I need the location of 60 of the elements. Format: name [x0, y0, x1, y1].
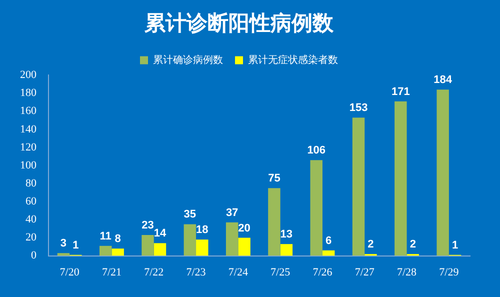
- data-label: 75: [268, 172, 280, 185]
- data-label: 18: [196, 224, 208, 236]
- y-tick-label: 60: [26, 196, 37, 208]
- data-label: 8: [114, 233, 121, 246]
- x-tick-label: 7/23: [186, 266, 206, 278]
- bar: [352, 118, 365, 256]
- bar: [238, 238, 250, 256]
- bar: [322, 250, 335, 256]
- x-tick-label: 7/22: [144, 266, 164, 278]
- data-label: 20: [238, 222, 250, 234]
- y-tick-label: 40: [26, 214, 37, 226]
- y-tick-label: 160: [20, 105, 37, 118]
- bar: [310, 160, 322, 256]
- data-label: 2: [410, 238, 416, 251]
- bar: [436, 90, 449, 256]
- bar: [280, 244, 293, 256]
- data-label: 13: [280, 228, 293, 241]
- data-label: 6: [326, 234, 332, 247]
- bar: [268, 188, 280, 256]
- data-label: 2: [368, 238, 374, 251]
- y-tick-label: 20: [26, 232, 37, 244]
- legend-label: 累计确诊病例数: [153, 54, 223, 66]
- data-label: 3: [60, 238, 67, 250]
- bar: [57, 253, 70, 256]
- y-tick-label: 80: [26, 177, 37, 190]
- bar: [394, 101, 407, 256]
- y-tick-label: 140: [20, 123, 37, 136]
- data-label: 1: [452, 239, 458, 252]
- data-label: 14: [154, 228, 167, 240]
- data-label: 1: [72, 239, 79, 252]
- bar: [154, 243, 166, 256]
- y-tick-label: 180: [20, 87, 37, 100]
- y-tick-label: 200: [20, 69, 37, 82]
- data-label: 11: [100, 230, 112, 242]
- y-tick-label: 0: [31, 250, 37, 262]
- y-tick-label: 100: [20, 159, 37, 172]
- x-tick-label: 7/24: [228, 266, 248, 278]
- bar: [226, 222, 238, 256]
- bar: [112, 248, 124, 256]
- bar: [100, 246, 112, 256]
- x-tick-label: 7/25: [270, 266, 291, 278]
- data-label: 153: [349, 102, 368, 114]
- chart-title: 累计诊断阳性病例数: [144, 11, 334, 36]
- data-label: 171: [391, 86, 410, 98]
- legend-label: 累计无症状感染者数: [248, 54, 338, 66]
- data-label: 35: [184, 208, 196, 221]
- x-tick-label: 7/27: [354, 266, 375, 278]
- y-tick-label: 120: [20, 141, 37, 154]
- bar: [184, 224, 196, 256]
- data-label: 184: [434, 74, 453, 86]
- bar: [196, 240, 208, 256]
- x-tick-label: 7/20: [60, 266, 80, 278]
- x-tick-label: 7/26: [312, 266, 333, 278]
- x-tick-label: 7/29: [439, 266, 460, 278]
- data-label: 106: [307, 144, 326, 157]
- bar: [142, 235, 154, 256]
- x-tick-label: 7/28: [396, 266, 418, 278]
- data-label: 23: [142, 220, 154, 232]
- data-label: 37: [226, 206, 238, 219]
- x-tick-label: 7/21: [102, 266, 122, 278]
